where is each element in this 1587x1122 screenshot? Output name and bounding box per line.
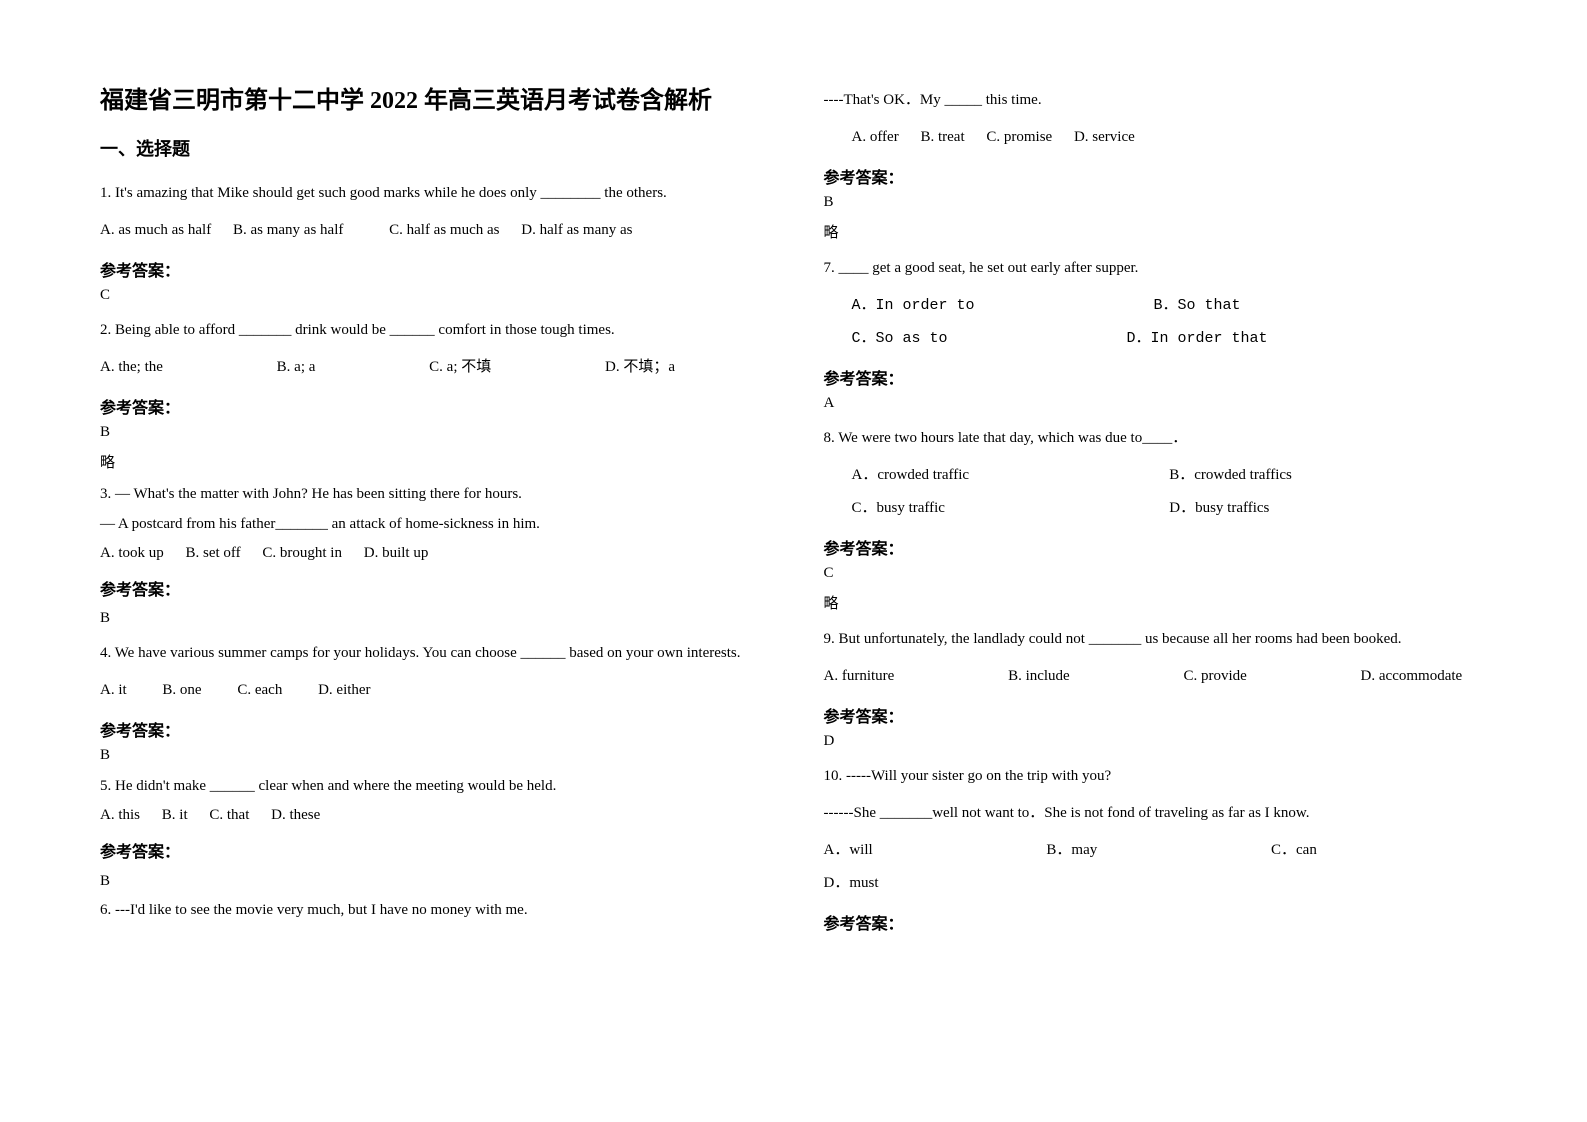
q10-line1: 10. -----Will your sister go on the trip… xyxy=(824,760,1488,793)
q9-text: 9. But unfortunately, the landlady could… xyxy=(824,623,1488,656)
q5-options: A. this B. it C. that D. these xyxy=(100,803,764,829)
q2-opt-a: A. the; the xyxy=(100,351,163,384)
q9-options: A. furniture B. include C. provide D. ac… xyxy=(824,660,1488,693)
q4-opt-d: D. either xyxy=(318,674,370,707)
q2-opt-d: D. 不填；a xyxy=(605,359,675,375)
q10-opt-a: A．will xyxy=(824,834,873,867)
section-header: 一、选择题 xyxy=(100,135,764,161)
q2-opt-b: B. a; a xyxy=(277,351,316,384)
exam-page: 福建省三明市第十二中学 2022 年高三英语月考试卷含解析 一、选择题 1. I… xyxy=(0,0,1587,1122)
q1-answer-label: 参考答案： xyxy=(100,257,764,281)
q9-opt-b: B. include xyxy=(1008,660,1070,693)
q4-answer-label: 参考答案： xyxy=(100,717,764,741)
q4-answer: B xyxy=(100,747,764,764)
q2-options: A. the; the B. a; a C. a; 不填 D. 不填；a xyxy=(100,351,764,384)
q10-options: A．will B．may C．can D．must xyxy=(824,834,1488,900)
q6-line2: ----That's OK．My _____ this time. xyxy=(824,84,1488,117)
page-title: 福建省三明市第十二中学 2022 年高三英语月考试卷含解析 xyxy=(100,80,764,115)
q5-opt-b: B. it xyxy=(162,803,188,829)
q1-opt-b: B. as many as half xyxy=(233,214,343,247)
q7-opt-c: C．So as to xyxy=(852,322,948,355)
q5-opt-a: A. this xyxy=(100,803,140,829)
q5-answer-label: 参考答案： xyxy=(100,839,764,866)
q2-answer: B xyxy=(100,424,764,441)
q2-note: 略 xyxy=(100,451,764,472)
q7-text: 7. ____ get a good seat, he set out earl… xyxy=(824,252,1488,285)
q4-options: A. it B. one C. each D. either xyxy=(100,674,764,707)
q8-opt-a: A．crowded traffic xyxy=(852,459,1170,492)
q1-opt-c: C. half as much as xyxy=(389,214,499,247)
q2-answer-label: 参考答案： xyxy=(100,394,764,418)
q8-opt-d: D．busy traffics xyxy=(1169,492,1487,525)
q8-note: 略 xyxy=(824,592,1488,613)
q7-answer-label: 参考答案： xyxy=(824,365,1488,389)
q4-text: 4. We have various summer camps for your… xyxy=(100,637,764,670)
q1-opt-d: D. half as many as xyxy=(521,214,632,247)
left-column: 福建省三明市第十二中学 2022 年高三英语月考试卷含解析 一、选择题 1. I… xyxy=(90,80,794,1082)
q2-opt-c: C. a; 不填 xyxy=(429,351,491,384)
q3-line1: 3. — What's the matter with John? He has… xyxy=(100,482,764,508)
q4-opt-a: A. it xyxy=(100,674,127,707)
q8-options: A．crowded traffic B．crowded traffics C．b… xyxy=(824,459,1488,525)
q5-opt-c: C. that xyxy=(209,803,249,829)
q10-line2: ------She _______well not want to．She is… xyxy=(824,797,1488,830)
q6-answer: B xyxy=(824,194,1488,211)
q5-opt-d: D. these xyxy=(271,803,320,829)
q6-note: 略 xyxy=(824,221,1488,242)
q8-answer-label: 参考答案： xyxy=(824,535,1488,559)
q3-opt-c: C. brought in xyxy=(262,541,342,567)
q2-text: 2. Being able to afford _______ drink wo… xyxy=(100,314,764,347)
q1-options: A. as much as half B. as many as half C.… xyxy=(100,214,764,247)
q3-answer: B xyxy=(100,610,764,627)
q10-opt-c: C．can xyxy=(1271,834,1317,867)
q10-answer-label: 参考答案： xyxy=(824,910,1488,934)
q6-opt-d: D. service xyxy=(1074,121,1135,154)
q10-opt-d: D．must xyxy=(824,875,879,891)
q7-opt-b: B．So that xyxy=(1154,289,1241,322)
q3-opt-a: A. took up xyxy=(100,541,164,567)
q3-opt-d: D. built up xyxy=(364,541,429,567)
q7-opt-a: A．In order to xyxy=(852,289,975,322)
q9-opt-a: A. furniture xyxy=(824,660,895,693)
q9-opt-c: C. provide xyxy=(1183,660,1246,693)
q9-answer: D xyxy=(824,733,1488,750)
q7-answer: A xyxy=(824,395,1488,412)
q6-options: A. offer B. treat C. promise D. service xyxy=(824,121,1488,154)
q6-line1: 6. ---I'd like to see the movie very muc… xyxy=(100,901,764,921)
q4-opt-c: C. each xyxy=(237,674,282,707)
q8-text: 8. We were two hours late that day, whic… xyxy=(824,422,1488,455)
q7-options: A．In order to B．So that C．So as to D．In … xyxy=(824,289,1488,355)
q8-opt-b: B．crowded traffics xyxy=(1169,459,1487,492)
q8-answer: C xyxy=(824,565,1488,582)
q3-line2: — A postcard from his father_______ an a… xyxy=(100,512,764,538)
q5-answer: B xyxy=(100,872,764,892)
q3-opt-b: B. set off xyxy=(186,541,241,567)
q7-opt-d: D．In order that xyxy=(1127,330,1268,347)
q6-opt-c: C. promise xyxy=(986,121,1052,154)
q1-answer: C xyxy=(100,287,764,304)
q3-options: A. took up B. set off C. brought in D. b… xyxy=(100,541,764,567)
q3-answer-label: 参考答案： xyxy=(100,577,764,604)
q4-opt-b: B. one xyxy=(162,674,201,707)
q6-answer-label: 参考答案： xyxy=(824,164,1488,188)
q6-opt-b: B. treat xyxy=(920,121,964,154)
q5-text: 5. He didn't make ______ clear when and … xyxy=(100,774,764,800)
q8-opt-c: C．busy traffic xyxy=(852,492,1170,525)
q1-opt-a: A. as much as half xyxy=(100,214,211,247)
q9-opt-d: D. accommodate xyxy=(1361,668,1463,684)
q10-opt-b: B．may xyxy=(1046,834,1097,867)
q1-text: 1. It's amazing that Mike should get suc… xyxy=(100,177,764,210)
q9-answer-label: 参考答案： xyxy=(824,703,1488,727)
q6-opt-a: A. offer xyxy=(852,121,899,154)
right-column: ----That's OK．My _____ this time. A. off… xyxy=(794,80,1498,1082)
